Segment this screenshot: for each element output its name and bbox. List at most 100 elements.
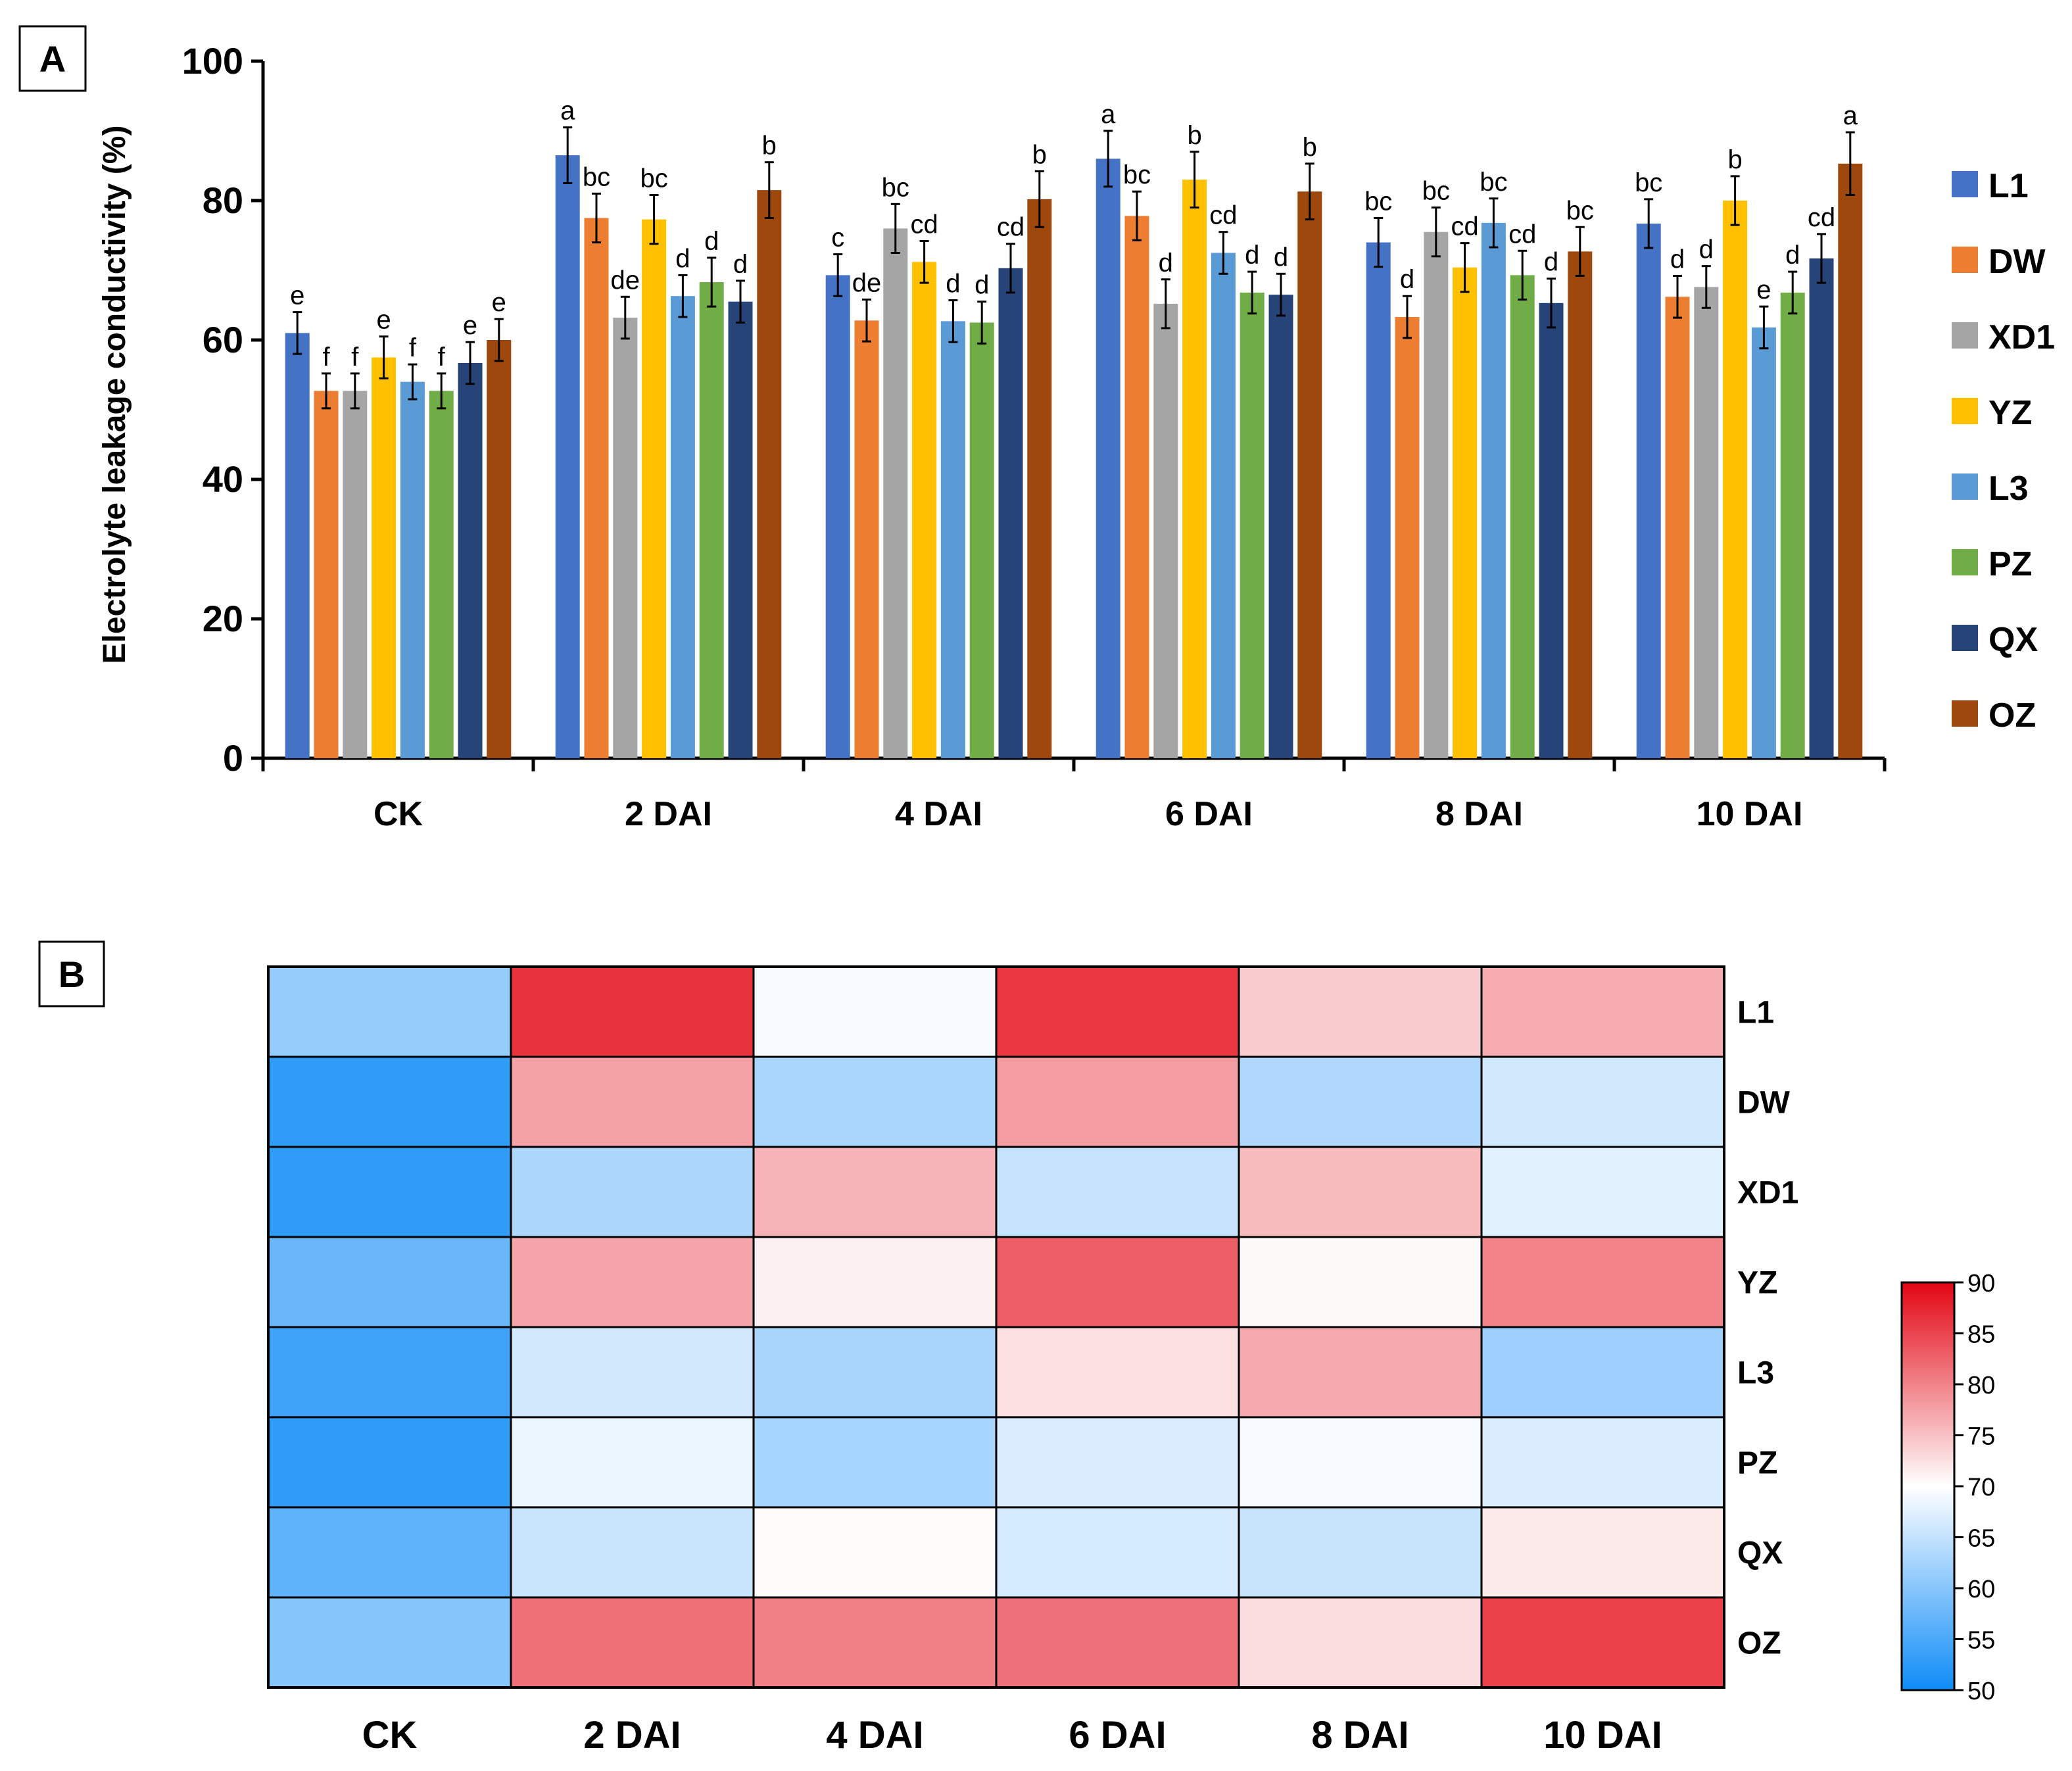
significance-letter: de [852,269,882,298]
heatmap: L1 DW XD1 YZ L3 PZ QX OZ CK 2 DAI 4 DAI 6 DAI 8 DAI 1… [267,965,1798,1757]
y-tick-label: 0 [223,737,243,779]
bar [1665,297,1690,758]
heatmap-cell [1480,1236,1725,1328]
significance-letter: a [1101,100,1116,129]
heatmap-cell [510,1596,755,1689]
bar [1211,253,1236,758]
heatmap-cell [510,965,755,1058]
heatmap-colorbar: 50 55 60 65 70 75 80 85 90 [1900,1270,1995,1705]
heatmap-cell [267,1146,512,1238]
legend-swatch [1952,171,1978,197]
significance-letter: bc [1635,168,1662,197]
x-tick-label: 4 DAI [895,795,982,833]
bar [912,262,937,758]
significance-letter: cd [997,213,1024,242]
heatmap-cell [1238,1416,1483,1509]
significance-letter: f [322,343,330,372]
heatmap-cell [510,1416,755,1509]
heatmap-row-label: YZ [1737,1266,1777,1301]
heatmap-cell [510,1146,755,1238]
heatmap-cell [995,965,1240,1058]
significance-letter: c [831,224,844,253]
y-tick-label: 60 [203,319,243,360]
heatmap-cell [267,1236,512,1328]
bar [1240,292,1265,758]
heatmap-cell [267,1055,512,1148]
x-tick-label: 8 DAI [1435,795,1523,833]
bar [1027,199,1052,758]
bar-chart-legend: L1 DW XD1 YZ L3 PZ QX OZ [1952,167,2055,735]
significance-letter: e [492,288,506,317]
heatmap-cell [752,1236,998,1328]
bar [670,296,695,759]
bar [314,391,339,758]
colorbar-tick-label: 75 [1967,1423,1995,1451]
bar [1809,258,1834,759]
heatmap-cell [1480,1146,1725,1238]
colorbar-tick-label: 90 [1967,1270,1995,1298]
significance-letter: bc [1422,177,1450,206]
heatmap-row-label: PZ [1737,1446,1777,1481]
significance-letter: d [1245,241,1259,270]
heatmap-cell [995,1236,1240,1328]
bar [343,391,368,758]
heatmap-cell [995,1326,1240,1419]
y-tick-label: 100 [182,40,243,82]
legend-label: L1 [1988,167,2029,205]
significance-letter: d [1670,245,1685,274]
heatmap-cell [1238,1236,1483,1328]
heatmap-cell [1238,1506,1483,1599]
legend-label: OZ [1988,696,2036,735]
y-tick-label: 80 [203,180,243,221]
heatmap-cell [1480,1416,1725,1509]
heatmap-cell [752,965,998,1058]
bar [400,381,425,758]
bar [1453,267,1478,758]
bar [1124,216,1149,758]
significance-letter: b [1303,133,1317,162]
significance-letter: d [1159,249,1173,278]
heatmap-cell [267,1326,512,1419]
legend-label: PZ [1988,545,2032,583]
heatmap-cell [752,1326,998,1419]
bar [969,322,994,758]
heatmap-cell [995,1506,1240,1599]
heatmap-cell [1480,1506,1725,1599]
significance-letter: d [1400,265,1414,294]
heatmap-cell [1480,1596,1725,1689]
heatmap-row-label: QX [1737,1536,1783,1571]
legend-swatch [1952,247,1978,273]
bar [1539,303,1564,758]
bar [1723,201,1748,758]
colorbar-tick-label: 65 [1967,1525,1995,1553]
heatmap-col-label: 2 DAI [583,1714,681,1757]
heatmap-cell [510,1326,755,1419]
heatmap-cell [510,1055,755,1148]
bar [613,318,638,759]
heatmap-cell [1238,1146,1483,1238]
heatmap-cell [752,1596,998,1689]
x-tick-label: 6 DAI [1165,795,1253,833]
heatmap-cell [1238,965,1483,1058]
heatmap-cell [995,1416,1240,1509]
significance-letter: f [438,343,446,372]
significance-letter: b [1727,145,1742,174]
heatmap-col-label: 6 DAI [1069,1714,1166,1757]
significance-letter: bc [1364,187,1392,216]
bar [728,301,753,758]
bar [458,362,483,758]
heatmap-cell [1238,1055,1483,1148]
heatmap-cell [752,1506,998,1599]
bar [1424,231,1449,758]
significance-letter: d [704,227,719,256]
x-tick-label: 10 DAI [1697,795,1803,833]
heatmap-col-label: 10 DAI [1543,1714,1662,1757]
bar [854,320,879,758]
legend-swatch [1952,473,1978,500]
bar [642,219,667,758]
bar-chart: 0 20 40 60 80 100 CK 2 DAI 4 DAI 6 DAI 8 DAI 10 DAI… [182,40,1887,833]
legend-label: L3 [1988,470,2029,508]
legend-label: DW [1988,243,2046,281]
legend-swatch [1952,549,1978,575]
